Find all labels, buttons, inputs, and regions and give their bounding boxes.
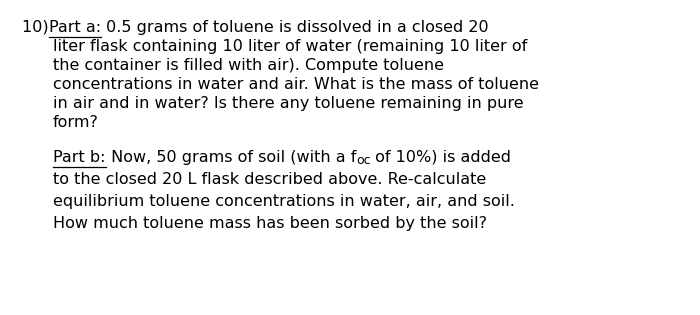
Text: to the closed 20 L flask described above. Re-calculate: to the closed 20 L flask described above… — [53, 172, 486, 187]
Text: Part b:: Part b: — [53, 150, 106, 165]
Text: How much toluene mass has been sorbed by the soil?: How much toluene mass has been sorbed by… — [53, 216, 487, 231]
Text: equilibrium toluene concentrations in water, air, and soil.: equilibrium toluene concentrations in wa… — [53, 194, 515, 209]
Text: the container is filled with air). Compute toluene: the container is filled with air). Compu… — [53, 58, 444, 73]
Text: of 10%) is added: of 10%) is added — [370, 150, 512, 165]
Text: concentrations in water and air. What is the mass of toluene: concentrations in water and air. What is… — [53, 77, 539, 92]
Text: Part a:: Part a: — [49, 20, 101, 35]
Text: oc: oc — [356, 153, 370, 167]
Text: form?: form? — [53, 115, 99, 130]
Text: 0.5 grams of toluene is dissolved in a closed 20: 0.5 grams of toluene is dissolved in a c… — [101, 20, 489, 35]
Text: liter flask containing 10 liter of water (remaining 10 liter of: liter flask containing 10 liter of water… — [53, 39, 527, 54]
Text: in air and in water? Is there any toluene remaining in pure: in air and in water? Is there any toluen… — [53, 96, 524, 111]
Text: Now, 50 grams of soil (with a f: Now, 50 grams of soil (with a f — [106, 150, 356, 165]
Text: 10): 10) — [22, 20, 54, 35]
